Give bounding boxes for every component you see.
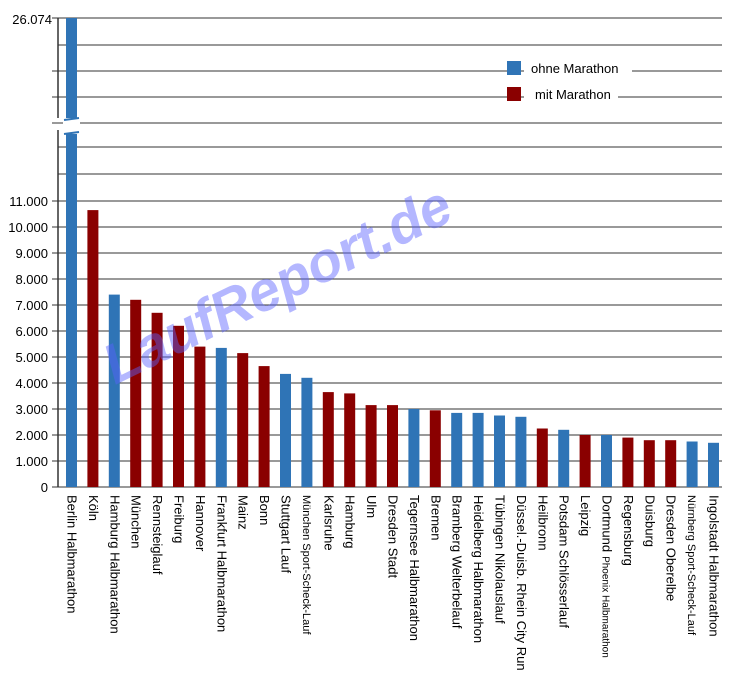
x-tick-label: Köln [86, 495, 101, 521]
bar [87, 210, 99, 487]
x-tick-label: Leipzig [578, 495, 593, 536]
bar [173, 325, 184, 487]
x-tick-label: Dresden Stadt [386, 495, 401, 578]
bar [429, 410, 441, 487]
x-tick-label: Ingolstadt Halbmarathon [707, 495, 722, 637]
x-tick-label: Tübingen Nikolauslauf [493, 495, 508, 624]
break-mark [63, 131, 80, 135]
bar-broken-upper [66, 18, 77, 118]
y-tick-label: 6.000 [15, 324, 48, 339]
x-tick-label: Stuttgart Lauf [279, 495, 294, 573]
axis-break [63, 118, 80, 134]
bar [643, 440, 655, 487]
bar [622, 437, 634, 487]
x-tick-label: Bremen [428, 495, 443, 541]
x-tick-label: Heidelberg Halbmarathon [471, 495, 486, 643]
x-tick-label: Bramberg Welterbelauf [450, 495, 465, 629]
legend-bg [524, 58, 632, 77]
bar [344, 393, 356, 487]
x-tick-label: Rennsteiglauf [150, 495, 165, 575]
bar [579, 435, 591, 487]
x-tick-label: Düssel.-Duisb. Rhein City Run [514, 495, 529, 671]
bar [708, 442, 719, 487]
y-tick-label: 2.000 [15, 428, 48, 443]
bar [686, 441, 698, 487]
bar [215, 347, 227, 487]
x-tick-label: Hannover [193, 495, 208, 552]
x-tick-label: Regensburg [621, 495, 636, 566]
bar [108, 294, 120, 487]
x-tick-label: Nürnberg Sport-Scheck-Lauf [685, 495, 697, 636]
bar [258, 366, 270, 487]
y-tick-label: 3.000 [15, 402, 48, 417]
legend-bg [524, 84, 618, 103]
x-tick-label: Bonn [257, 495, 272, 525]
y-tick-label: 8.000 [15, 272, 48, 287]
y-tick-label: 1.000 [15, 454, 48, 469]
bar [494, 415, 505, 487]
bar [665, 440, 677, 487]
x-axis-labels: Berlin Halbmarathon Köln Hamburg Halbmarat… [65, 495, 722, 671]
bars [63, 18, 719, 487]
bar [194, 346, 206, 487]
x-tick-label: Duisburg [642, 495, 657, 547]
legend-swatch-red [507, 87, 521, 101]
y-top-label: 26.074 [12, 12, 52, 27]
break-mark [63, 117, 80, 121]
x-tick-label: München Sport-Scheck-Lauf [300, 495, 312, 635]
x-tick-label: Mainz [236, 495, 251, 530]
bar [387, 405, 398, 487]
x-tick-label: Hamburg [343, 495, 358, 548]
bar [237, 353, 249, 487]
bar [558, 429, 570, 487]
y-tick-label: 7.000 [15, 298, 48, 313]
bar [408, 409, 420, 487]
x-tick-label: Dresden Oberelbe [664, 495, 679, 601]
y-tick-label: 11.000 [9, 194, 48, 209]
y-tick-label: 10.000 [8, 220, 48, 235]
bar [365, 405, 377, 487]
bar [515, 416, 527, 487]
y-tick-label: 4.000 [15, 376, 48, 391]
x-tick-label: München [129, 495, 144, 548]
bar [536, 428, 548, 487]
bar [472, 412, 484, 487]
gridlines [58, 17, 722, 462]
x-tick-label: Karlsruhe [321, 495, 336, 551]
y-tick-label: 9.000 [15, 246, 48, 261]
x-tick-label: Frankfurt Halbmarathon [214, 495, 229, 632]
x-tick-label: Freiburg [172, 495, 187, 543]
y-tick-label: 5.000 [15, 350, 48, 365]
bar [601, 435, 612, 487]
bar [280, 373, 291, 487]
x-tick-label: Tegernsee Halbmarathon [407, 495, 422, 641]
bar [301, 377, 313, 487]
x-tick-label: Potsdam Schlösserlauf [557, 495, 572, 628]
x-tick-label: Berlin Halbmarathon [65, 495, 80, 614]
x-tick-label: DortmundPhoenix Halbmarathon [600, 495, 615, 658]
y-axis: 0 1.000 2.000 3.000 4.000 5.000 6.000 7.000 8.00… [8, 12, 722, 495]
bar [151, 312, 163, 487]
y-tick-label: 0 [41, 480, 48, 495]
legend: ohne Marathon mit Marathon [507, 58, 632, 103]
x-tick-label: Ulm [364, 495, 379, 518]
legend-swatch-blue [507, 61, 521, 75]
watermark: LaufReport.de [93, 173, 462, 396]
x-tick-label: Hamburg Halbmarathon [107, 495, 122, 634]
legend-label-blue: ohne Marathon [531, 61, 618, 76]
bar [322, 392, 334, 487]
x-tick-label: Heilbronn [535, 495, 550, 551]
legend-label-red: mit Marathon [535, 87, 611, 102]
bar [451, 412, 463, 487]
bar [66, 134, 77, 487]
bar [130, 299, 142, 487]
